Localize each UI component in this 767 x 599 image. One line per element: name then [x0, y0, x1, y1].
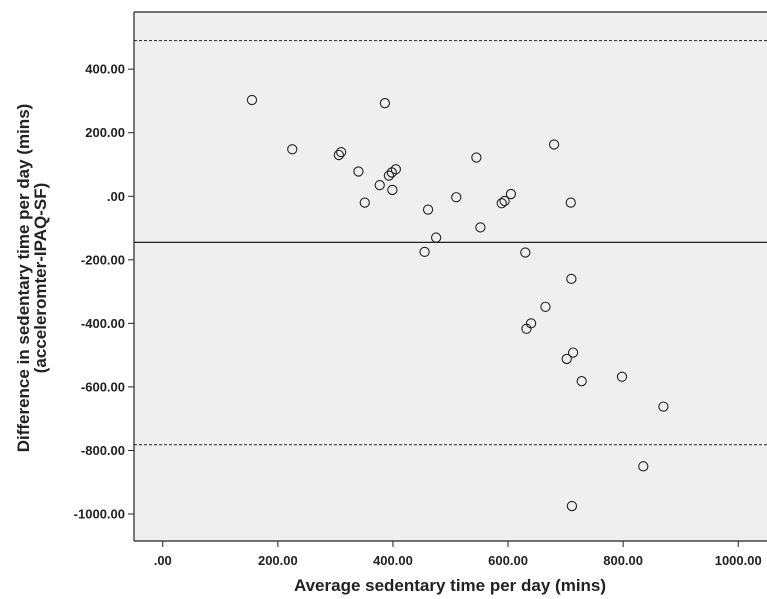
data-point — [567, 347, 579, 358]
data-point — [422, 204, 434, 215]
data-point — [374, 180, 385, 191]
y-tick-label: -600.00 — [81, 379, 125, 394]
data-point — [576, 376, 587, 387]
x-tick-label: .00 — [154, 553, 172, 568]
plot-background — [134, 12, 767, 541]
data-point — [379, 98, 391, 109]
data-point — [471, 152, 482, 163]
data-point — [353, 166, 364, 177]
data-point — [565, 197, 576, 208]
x-tick-label: 800.00 — [603, 553, 643, 568]
x-tick-label: 1000.00 — [715, 553, 762, 568]
y-tick-label: .00 — [107, 189, 125, 204]
data-point — [451, 192, 462, 203]
data-point — [419, 246, 430, 258]
data-point — [359, 197, 370, 208]
plot-layer — [134, 12, 767, 541]
data-point — [525, 318, 537, 329]
data-point — [566, 500, 578, 512]
y-tick-label: 200.00 — [85, 125, 125, 140]
y-tick-label: -1000.00 — [74, 506, 125, 521]
y-axis-title-line-2: (acceleromter-IPAQ-SF) — [31, 183, 50, 374]
y-tick-label: -200.00 — [81, 252, 125, 267]
data-point — [658, 401, 669, 412]
data-point — [638, 461, 649, 472]
data-point — [616, 371, 628, 382]
data-point — [333, 149, 345, 161]
data-point — [387, 184, 398, 196]
data-point — [475, 222, 486, 233]
x-tick-label: 600.00 — [488, 553, 528, 568]
data-point — [336, 146, 347, 158]
data-point — [520, 247, 531, 258]
data-point — [540, 301, 551, 312]
data-point — [505, 188, 517, 200]
y-tick-label: 400.00 — [85, 62, 125, 77]
data-point — [561, 353, 572, 365]
y-tick-label: -800.00 — [81, 443, 125, 458]
data-point — [566, 273, 577, 285]
data-point — [499, 195, 510, 207]
data-point — [430, 232, 442, 243]
data-point — [390, 164, 401, 175]
y-tick-label: -400.00 — [81, 316, 125, 331]
data-point — [383, 170, 395, 181]
data-point — [246, 94, 258, 106]
x-tick-label: 200.00 — [258, 553, 298, 568]
x-axis-title: Average sedentary time per day (mins) — [294, 576, 606, 595]
x-tick-label: 400.00 — [373, 553, 413, 568]
axes-layer: 400.00 200.00 .00 -200.00 -400.00 -600.00 -800… — [74, 11, 767, 568]
y-axis-title-line-1: Difference in sedentary time per day (mi… — [14, 104, 33, 453]
data-point — [548, 139, 560, 150]
data-point — [496, 198, 507, 209]
data-point — [287, 144, 298, 155]
